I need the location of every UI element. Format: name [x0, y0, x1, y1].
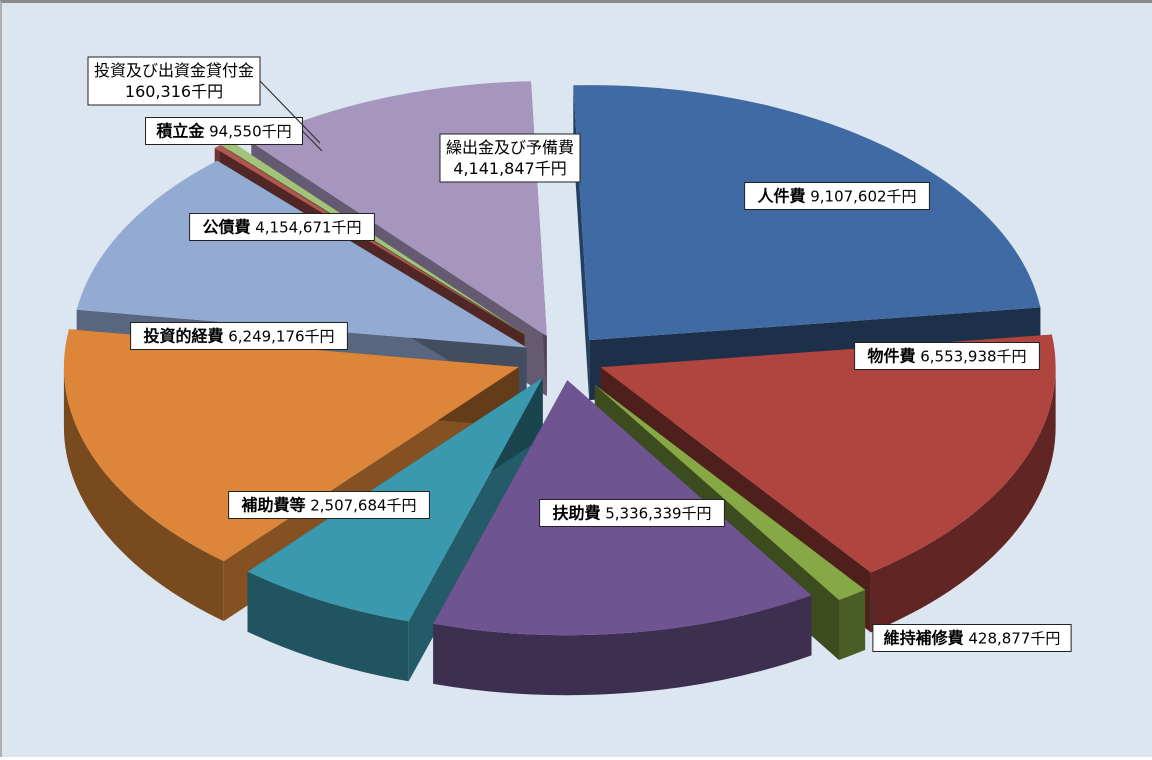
data-label-text-2-1: 物件費 6,553,938千円 [867, 347, 1026, 366]
data-label-value-8: 94,550千円 [204, 123, 291, 141]
data-label-5: 補助費等 2,507,684千円 [228, 491, 430, 519]
data-label-value-7: 4,154,671千円 [250, 219, 361, 237]
data-label-8: 積立金 94,550千円 [145, 117, 323, 152]
data-label-value-6: 6,249,176千円 [223, 328, 334, 346]
data-label-category-1: 人件費 [757, 187, 805, 206]
leader-line-8 [302, 130, 323, 152]
data-label-text-1-1: 人件費 9,107,602千円 [757, 187, 916, 206]
data-label-text-8-1: 積立金 94,550千円 [155, 122, 291, 141]
data-label-3: 維持補修費 428,877千円 [871, 598, 1072, 652]
pie-slice-rim-4 [433, 595, 812, 696]
data-label-7: 公債費 4,154,671千円 [189, 213, 375, 241]
pie-slice-rim-5 [247, 571, 409, 682]
data-label-category-8: 積立金 [155, 122, 205, 141]
leader-line-9 [259, 80, 321, 144]
pie-slice-top-2 [600, 334, 1056, 573]
data-label-category-2: 物件費 [867, 347, 915, 366]
data-label-box-2 [854, 342, 1040, 370]
data-label-box-4 [539, 499, 725, 527]
data-label-category-3: 維持補修費 [884, 629, 964, 648]
data-label-category-7: 公債費 [202, 218, 250, 237]
data-label-box-8 [145, 117, 303, 145]
pie-slice-top-1 [573, 85, 1041, 341]
data-label-box-10 [439, 133, 581, 183]
pie-slice-rim-3 [838, 589, 866, 660]
data-label-text-9-1: 投資及び出資金貸付金 [94, 61, 254, 80]
data-label-text-5-1: 補助費等 2,507,684千円 [240, 496, 416, 515]
data-label-text-10-1: 繰出金及び予備費 [446, 138, 574, 157]
data-label-box-6 [130, 322, 348, 350]
data-label-text-3-1: 維持補修費 428,877千円 [884, 629, 1061, 648]
pie-slice-top-3 [594, 384, 866, 600]
pie-slice-top-6 [63, 329, 519, 562]
data-label-2: 物件費 6,553,938千円 [854, 342, 1040, 370]
data-label-text-7-1: 公債費 4,154,671千円 [202, 218, 361, 237]
data-label-box-9 [87, 56, 261, 106]
data-label-9: 投資及び出資金貸付金 160,316千円 [87, 56, 321, 144]
data-label-10: 繰出金及び予備費 4,141,847千円 [439, 133, 581, 183]
data-label-category-5: 補助費等 [240, 496, 305, 515]
pie-slice-rim-6 [63, 367, 224, 622]
data-label-text-4-1: 扶助費 5,336,339千円 [552, 504, 711, 523]
data-label-value-1: 9,107,602千円 [805, 188, 916, 206]
data-label-category-6: 投資的経費 [143, 327, 223, 346]
data-label-text-10-2: 4,141,847千円 [453, 159, 566, 178]
data-label-value-3: 428,877千円 [964, 630, 1061, 648]
pie-slice-rim-2 [870, 367, 1056, 633]
data-label-text-6-1: 投資的経費 6,249,176千円 [143, 327, 334, 346]
data-label-value-2: 6,553,938千円 [915, 348, 1026, 366]
data-label-box-5 [228, 491, 430, 519]
data-label-6: 投資的経費 6,249,176千円 [130, 322, 348, 350]
data-label-1: 人件費 9,107,602千円 [744, 182, 930, 210]
data-label-4: 扶助費 5,336,339千円 [539, 499, 725, 527]
pie-slice-top-7 [76, 160, 527, 348]
data-label-value-4: 5,336,339千円 [600, 505, 711, 523]
data-label-box-1 [744, 182, 930, 210]
data-label-category-4: 扶助費 [552, 504, 600, 523]
data-label-box-7 [189, 213, 375, 241]
data-label-box-3 [872, 624, 1072, 652]
data-label-value-5: 2,507,684千円 [305, 497, 416, 515]
data-label-text-9-2: 160,316千円 [125, 82, 223, 101]
